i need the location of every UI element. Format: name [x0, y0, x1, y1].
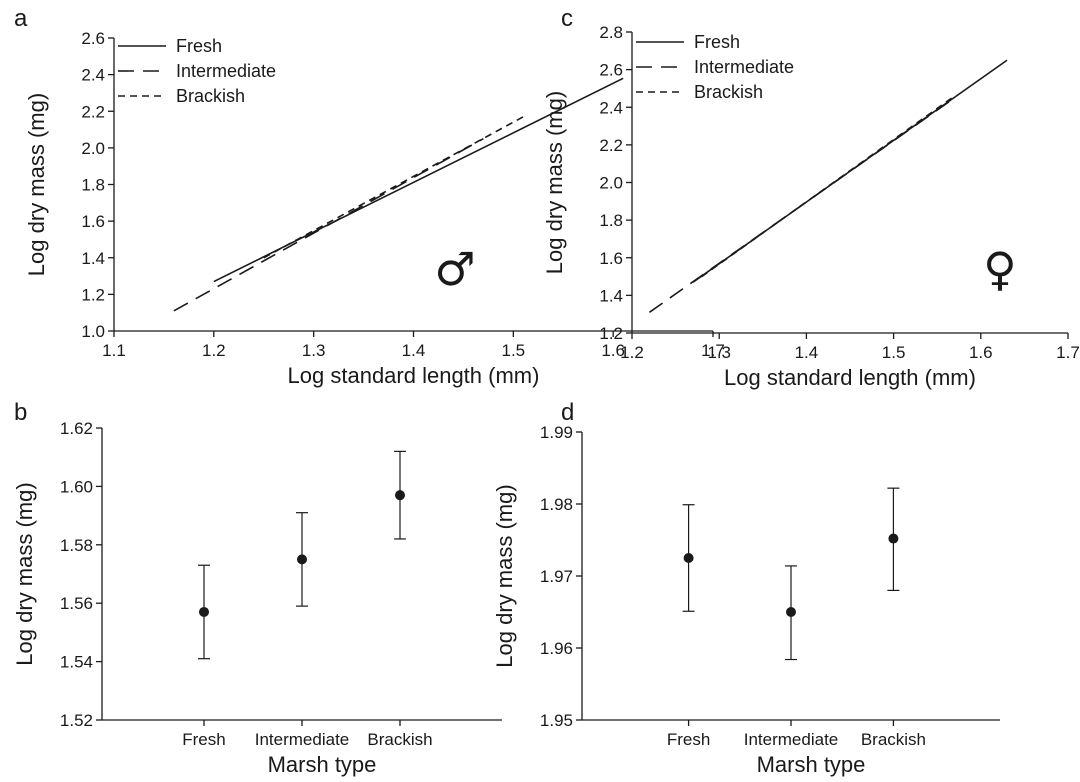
y-tick-label: 1.95 — [540, 711, 573, 730]
y-axis-title: Log dry mass (mg) — [24, 93, 49, 276]
series-line-fresh — [213, 77, 624, 283]
x-tick-label: Fresh — [182, 730, 225, 749]
y-tick-label: 2.2 — [599, 136, 623, 155]
panel-d: d 1.95 1.96 1.97 1.98 1.99 Log dry mass (mg) Ma… — [492, 399, 1000, 777]
legend-label: Fresh — [176, 36, 222, 56]
x-axis-title: Marsh type — [268, 752, 377, 777]
legend-label: Brackish — [176, 86, 245, 106]
panel-letter: b — [14, 399, 27, 426]
y-tick-label: 1.2 — [599, 324, 623, 343]
mean-point — [683, 553, 694, 563]
y-tick-label: 1.58 — [60, 536, 93, 555]
panel-letter: c — [561, 5, 573, 32]
x-axis-title: Log standard length (mm) — [724, 365, 976, 390]
x-tick-label: 1.4 — [402, 341, 426, 360]
female-symbol-icon: ♀ — [983, 242, 1017, 296]
panel-b: b 1.52 1.54 1.56 1.58 1.60 1.62 Log dry mass (m… — [12, 399, 502, 777]
y-tick-label: 1.52 — [60, 711, 93, 730]
y-tick-label: 1.56 — [60, 594, 93, 613]
y-tick-label: 2.4 — [81, 66, 105, 85]
y-tick-label: 1.54 — [60, 653, 93, 672]
y-tick-label: 1.62 — [60, 419, 93, 438]
y-axis-title: Log dry mass (mg) — [542, 91, 567, 274]
panel-a: a 1.0 1.2 1.4 1.6 1.8 2.0 2.2 2.4 2.6 Log dry mass… — [14, 5, 725, 388]
x-tick-label: 1.5 — [502, 341, 526, 360]
y-tick-label: 1.96 — [540, 639, 573, 658]
panel-c: c 1.2 1.4 1.6 1.8 2.0 2.2 2.4 2.6 2.8 Log dry mass… — [542, 5, 1080, 390]
y-tick-label: 2.6 — [599, 61, 623, 80]
series-line-brackish — [263, 116, 524, 259]
panel-letter: a — [14, 5, 28, 32]
y-tick-label: 1.4 — [599, 286, 623, 305]
series-line-intermediate — [173, 138, 484, 312]
y-tick-label: 1.6 — [81, 212, 105, 231]
x-axis-title: Log standard length (mm) — [288, 363, 540, 388]
legend: Fresh Intermediate Brackish — [118, 36, 276, 106]
x-tick-label: Intermediate — [255, 730, 350, 749]
x-tick-label: 1.7 — [1056, 343, 1080, 362]
x-axis-title: Marsh type — [757, 752, 866, 777]
y-tick-label: 1.4 — [81, 249, 105, 268]
y-axis-title: Log dry mass (mg) — [12, 482, 37, 665]
x-tick-label: Intermediate — [744, 730, 839, 749]
mean-point — [786, 607, 796, 617]
x-tick-label: 1.3 — [302, 341, 326, 360]
x-tick-label: 1.5 — [882, 343, 906, 362]
x-tick-label: Fresh — [667, 730, 710, 749]
y-axis-title: Log dry mass (mg) — [492, 484, 517, 667]
mean-point — [199, 606, 209, 617]
y-tick-label: 1.99 — [540, 423, 573, 442]
x-tick-label: 1.2 — [202, 341, 226, 360]
y-tick-label: 1.98 — [540, 495, 573, 514]
x-tick-label: 1.1 — [102, 341, 126, 360]
y-tick-label: 1.2 — [81, 285, 105, 304]
y-tick-label: 2.4 — [599, 98, 623, 117]
y-tick-label: 1.8 — [81, 176, 105, 195]
mean-point — [395, 490, 405, 501]
y-tick-label: 2.0 — [599, 174, 623, 193]
y-tick-label: 2.8 — [599, 23, 623, 42]
mean-point — [888, 533, 899, 544]
x-tick-label: 1.7 — [701, 341, 725, 360]
x-tick-label: 1.6 — [969, 343, 993, 362]
y-tick-label: 2.6 — [81, 29, 105, 48]
y-tick-label: 1.0 — [81, 322, 105, 341]
y-tick-label: 2.2 — [81, 102, 105, 121]
legend-label: Brackish — [694, 82, 763, 102]
x-tick-label: Brackish — [861, 730, 926, 749]
legend-label: Intermediate — [176, 61, 276, 81]
y-tick-label: 1.60 — [60, 477, 93, 496]
x-tick-label: 1.4 — [795, 343, 819, 362]
panel-letter: d — [561, 399, 574, 426]
x-tick-label: Brackish — [367, 730, 432, 749]
y-tick-label: 1.8 — [599, 211, 623, 230]
legend-label: Fresh — [694, 32, 740, 52]
male-symbol-icon: ♂ — [434, 242, 475, 296]
legend: Fresh Intermediate Brackish — [636, 32, 794, 102]
y-tick-label: 1.97 — [540, 567, 573, 586]
legend-label: Intermediate — [694, 57, 794, 77]
series-line-brackish — [701, 95, 956, 278]
y-tick-label: 1.6 — [599, 249, 623, 268]
mean-point — [297, 554, 307, 565]
x-tick-label: 1.6 — [601, 341, 625, 360]
x-tick-label: 1.2 — [620, 343, 644, 362]
x-tick-label: 1.3 — [707, 343, 731, 362]
y-tick-label: 2.0 — [81, 139, 105, 158]
